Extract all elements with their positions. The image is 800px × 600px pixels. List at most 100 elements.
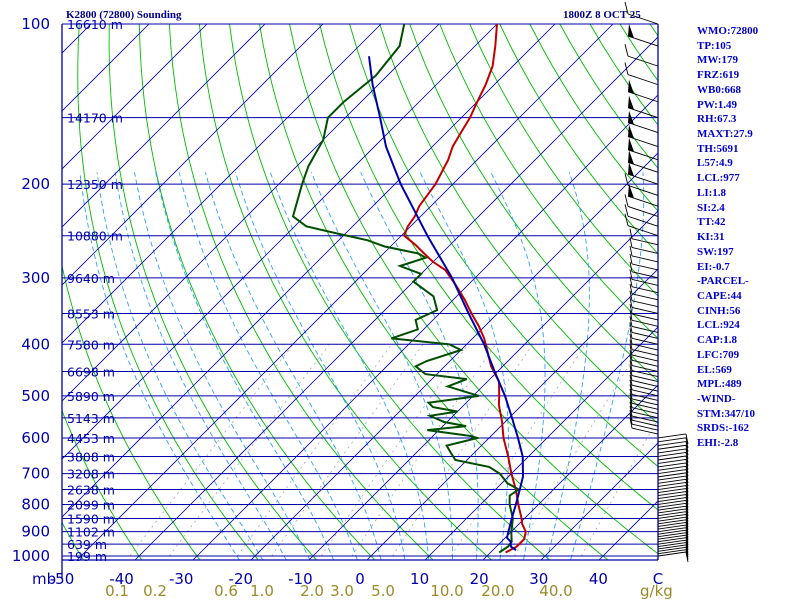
moist-adiabat bbox=[235, 172, 406, 560]
temperature-tick-label: -30 bbox=[169, 570, 194, 588]
wind-barb bbox=[657, 488, 687, 494]
wind-feather bbox=[629, 310, 633, 321]
wind-barb bbox=[657, 514, 687, 519]
wind-barb bbox=[657, 551, 687, 557]
wind-feather bbox=[629, 401, 633, 412]
wind-feather bbox=[629, 414, 633, 425]
isotherm-line bbox=[482, 384, 658, 560]
wind-barb bbox=[631, 271, 659, 279]
indices-panel: WMO:72800 TP:105 MW:179 FRZ:619 WB0:668 PW:1.… bbox=[697, 24, 800, 451]
wind-barb bbox=[631, 286, 659, 294]
wind-barb bbox=[657, 511, 687, 517]
wind-feather bbox=[685, 524, 689, 536]
wind-feather bbox=[685, 517, 689, 528]
wind-feather bbox=[629, 360, 633, 371]
wind-barb bbox=[657, 529, 687, 535]
wind-barb bbox=[631, 337, 659, 345]
index-row: TH:5691 bbox=[697, 142, 739, 155]
wind-feather bbox=[629, 397, 633, 408]
pressure-tick-label: 800 bbox=[21, 495, 50, 513]
moist-adiabat bbox=[96, 172, 264, 560]
wind-feather bbox=[629, 365, 633, 376]
wind-barb bbox=[631, 247, 659, 254]
wind-feather bbox=[629, 339, 633, 350]
mixing-ratio-line bbox=[581, 418, 658, 557]
dry-adiabat bbox=[229, 24, 551, 560]
wind-barb bbox=[657, 549, 687, 555]
index-row: TT:42 bbox=[697, 216, 726, 229]
wind-barb bbox=[627, 136, 659, 148]
index-row: MAXT:27.9 bbox=[697, 128, 753, 141]
height-label: 5143 m bbox=[67, 411, 115, 426]
wind-feather bbox=[685, 469, 689, 480]
dry-adiabat bbox=[62, 521, 84, 560]
wind-barb bbox=[631, 293, 659, 301]
wind-barb bbox=[657, 469, 687, 475]
wind-barb bbox=[627, 13, 659, 25]
isotherm-line bbox=[424, 326, 658, 560]
wind-feather bbox=[629, 328, 633, 339]
wind-feather bbox=[685, 482, 689, 493]
height-label: 3808 m bbox=[67, 449, 115, 464]
index-row: WMO:72800 bbox=[697, 25, 759, 37]
wind-feather bbox=[624, 213, 629, 226]
wind-barb bbox=[657, 544, 687, 550]
mixing-ratio-line bbox=[514, 344, 643, 557]
height-label: 639 m bbox=[67, 537, 107, 552]
wind-barb bbox=[631, 411, 659, 419]
height-label: 10880 m bbox=[67, 229, 123, 244]
wind-barb bbox=[631, 398, 659, 406]
moist-adiabat bbox=[360, 172, 479, 560]
index-row: PW:1.49 bbox=[697, 98, 738, 111]
wind-barb bbox=[657, 437, 687, 443]
moist-adiabat bbox=[178, 172, 358, 560]
temperature-tick-label: -40 bbox=[109, 570, 134, 588]
mixing-ratio-label: 40.0 bbox=[539, 582, 572, 600]
wind-feather bbox=[629, 393, 633, 404]
wind-barb bbox=[631, 370, 659, 378]
wind-feather bbox=[685, 540, 689, 551]
wind-feather bbox=[685, 542, 689, 553]
height-label: 3208 m bbox=[67, 467, 115, 482]
wind-barb bbox=[627, 195, 659, 207]
index-row: CAP:1.8 bbox=[697, 334, 738, 347]
wind-barb bbox=[631, 255, 659, 263]
wind-feather bbox=[624, 62, 629, 75]
index-row: FRZ:619 bbox=[697, 69, 740, 82]
height-label: 6698 m bbox=[67, 365, 115, 380]
wind-feather bbox=[629, 322, 633, 333]
wind-barb bbox=[627, 35, 659, 47]
wind-barb bbox=[631, 375, 659, 382]
moist-adiabat bbox=[79, 172, 240, 560]
pressure-tick-label: 400 bbox=[21, 335, 50, 353]
wind-barb bbox=[657, 491, 687, 497]
wind-feather bbox=[685, 549, 689, 560]
wind-barb bbox=[631, 379, 659, 387]
wind-feather bbox=[629, 344, 633, 356]
wind-feather bbox=[685, 514, 689, 525]
wind-barb bbox=[657, 441, 687, 446]
pressure-tick-label: 1000 bbox=[12, 547, 50, 565]
wind-feather bbox=[629, 333, 633, 345]
wind-feather bbox=[685, 547, 689, 558]
mixing-ratio-label: 0.6 bbox=[214, 582, 238, 600]
temperature-tick-label: 10 bbox=[410, 570, 429, 588]
wind-barb bbox=[657, 448, 687, 454]
wind-feather bbox=[685, 506, 689, 517]
wind-barb bbox=[657, 462, 687, 468]
wind-flag bbox=[628, 24, 634, 39]
moist-adiabat bbox=[269, 172, 430, 560]
wind-barb bbox=[627, 215, 659, 227]
wind-barb bbox=[631, 393, 659, 401]
wind-barb bbox=[631, 332, 659, 339]
wind-barb bbox=[631, 300, 659, 308]
moist-adiabat bbox=[155, 172, 335, 560]
wind-feather bbox=[629, 350, 633, 361]
isotherm-line bbox=[540, 442, 658, 560]
isotherm-line bbox=[192, 94, 658, 560]
wind-feather bbox=[685, 466, 689, 477]
wind-barb bbox=[657, 485, 687, 490]
wind-feather bbox=[685, 532, 689, 543]
wind-feather bbox=[685, 441, 689, 452]
wind-barb bbox=[657, 546, 687, 552]
